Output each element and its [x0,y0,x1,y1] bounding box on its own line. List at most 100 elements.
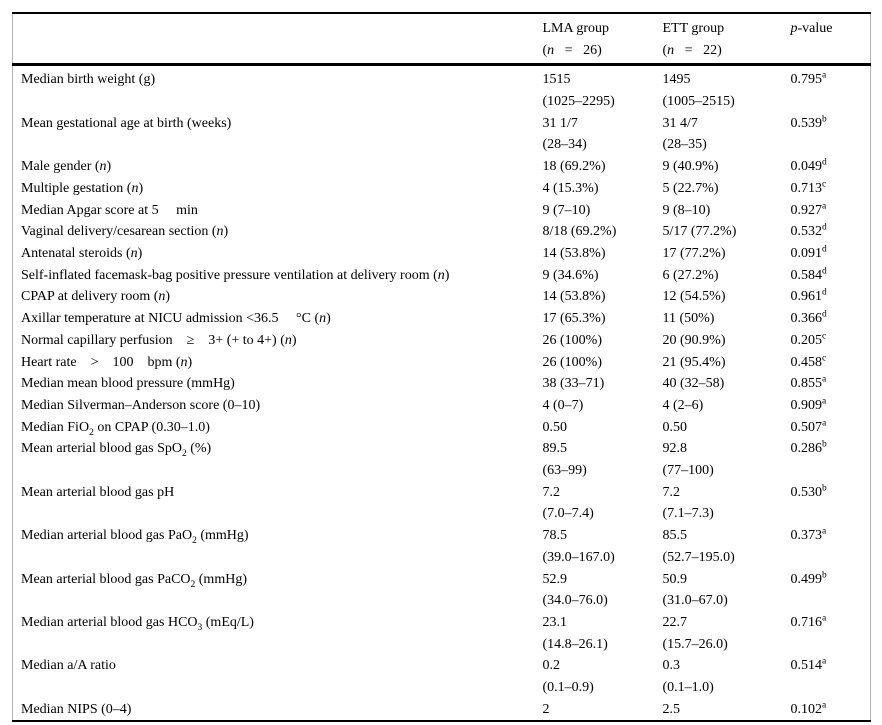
row-label: Median Apgar score at 5 min [21,202,198,218]
cell-lma-value: 7.2 (7.0–7.4) [543,482,663,525]
outcomes-comparison-table: LMA group (n = 26) ETT group (n = 22) p-valu… [12,12,871,723]
value-line: 9 (7–10) [542,202,591,218]
value-line: 20 (90.9%) [662,332,726,348]
table-row: Median mean blood pressure (mmHg) 38 (33–… [13,373,871,395]
value-line: 0.50 [542,419,568,435]
table-row: Median a/A ratio 0.2 (0.1–0.9) 0.3 (0.1–1.0)… [13,655,871,698]
cell-lma-value: 38 (33–71) [543,373,663,395]
row-label: Multiple gestation (n) [21,180,144,196]
row-label: Self-inflated facemask-bag positive pres… [21,267,450,283]
cell-lma-value: 26 (100%) [543,330,663,352]
value-line: 11 (50%) [662,311,715,327]
table-row: Self-inflated facemask-bag positive pres… [13,265,871,287]
cell-lma-value: 89.5 (63–99) [543,438,663,481]
cell-ett-value: 0.50 [663,417,791,439]
table-row: Mean arterial blood gas SpO2 (%) 89.5 (63–… [13,438,871,481]
cell-ett-value: 17 (77.2%) [663,243,791,265]
table-row: Male gender (n) 18 (69.2%) 9 (40.9%) 0.049d [13,156,871,178]
row-label: Median a/A ratio [21,658,116,674]
cell-p-value: 0.514a [790,656,827,674]
row-label: Mean arterial blood gas pH [21,484,175,500]
value-line: 2.5 [662,701,681,717]
cell-lma-value: 8/18 (69.2%) [543,221,663,243]
column-header-line: ETT group [662,21,725,36]
column-header-line: LMA group [542,21,610,36]
cell-lma-value: 9 (34.6%) [543,265,663,287]
cell-ett-value: 9 (40.9%) [663,156,791,178]
row-label: Heart rate > 100 bpm (n) [21,354,193,370]
cell-lma-value: 23.1 (14.8–26.1) [543,612,663,655]
value-line: 14 (53.8%) [542,246,606,261]
table-row: Multiple gestation (n) 4 (15.3%) 5 (22.7%)… [13,178,871,200]
cell-p-value: 0.286b [790,439,827,457]
value-line: 0.2 [542,658,561,674]
cell-lma-value: 1515 (1025–2295) [543,65,663,113]
cell-p-value: 0.795a [790,70,827,88]
cell-p-value: 0.499b [790,569,827,587]
cell-p-value: 0.205c [790,331,827,348]
value-line: (63–99) [542,463,587,479]
cell-lma-value: 2 [543,699,663,722]
value-line: (1005–2515) [662,94,735,110]
value-line: (0.1–0.9) [542,680,594,696]
cell-p-value: 0.532d [790,222,827,240]
value-line: 7.2 [542,484,561,500]
cell-ett-value: 0.3 (0.1–1.0) [663,655,791,698]
cell-ett-value: 1495 (1005–2515) [663,65,791,113]
cell-lma-value: 52.9 (34.0–76.0) [543,569,663,612]
value-line: 9 (40.9%) [662,159,719,175]
value-line: (39.0–167.0) [542,549,615,565]
value-line: 6 (27.2%) [662,267,719,283]
table-row: Median Apgar score at 5 min 9 (7–10) 9 (8–… [13,200,871,222]
cell-ett-value: 20 (90.9%) [663,330,791,352]
cell-lma-value: 9 (7–10) [543,200,663,222]
table-header: LMA group (n = 26) ETT group (n = 22) p-valu… [12,13,871,67]
row-label: Median Silverman–Anderson score (0–10) [21,397,261,413]
value-line: 1495 [662,72,691,88]
row-label: Median arterial blood gas PaO2 (mmHg) [21,528,249,546]
cell-p-value: 0.366d [790,309,827,327]
cell-lma-value: 26 (100%) [543,352,663,374]
column-header-lma: LMA group (n = 26) [542,13,663,67]
cell-ett-value: 4 (2–6) [663,395,791,417]
table-row: Mean gestational age at birth (weeks) 31 … [13,113,871,156]
value-line: 7.2 [662,484,681,500]
table-row: Median FiO2 on CPAP (0.30–1.0) 0.50 0.50 0.… [13,417,871,439]
row-label: Median NIPS (0–4) [21,701,132,717]
cell-p-value: 0.102a [790,700,827,717]
cell-lma-value: 14 (53.8%) [543,243,663,265]
value-line: 26 (100%) [542,354,603,370]
table-row: Mean arterial blood gas pH 7.2 (7.0–7.4) 7.… [13,482,871,525]
row-label: Normal capillary perfusion ≥ 3+ (+ to 4+… [21,332,297,348]
cell-p-value: 0.584d [790,266,827,283]
cell-p-value: 0.909a [790,396,827,413]
cell-p-value: 0.855a [790,374,827,392]
row-label: Median FiO2 on CPAP (0.30–1.0) [21,419,210,438]
value-line: (0.1–1.0) [662,680,714,696]
table-row: CPAP at delivery room (n) 14 (53.8%) 12 (5… [13,286,871,308]
cell-p-value: 0.091d [790,244,827,261]
value-line: (7.1–7.3) [662,506,714,522]
row-label: Axillar temperature at NICU admission <3… [21,311,331,327]
cell-lma-value: 17 (65.3%) [543,308,663,330]
cell-lma-value: 78.5 (39.0–167.0) [543,525,663,568]
row-label: Mean arterial blood gas SpO2 (%) [21,441,212,460]
cell-ett-value: 2.5 [663,699,791,722]
value-line: 4 (15.3%) [542,180,599,196]
cell-ett-value: 22.7 (15.7–26.0) [663,612,791,655]
table-row: Normal capillary perfusion ≥ 3+ (+ to 4+… [13,330,871,352]
cell-ett-value: 31 4/7 (28–35) [663,113,791,156]
value-line: 9 (34.6%) [542,267,599,283]
row-label: Mean arterial blood gas PaCO2 (mmHg) [21,571,247,590]
cell-ett-value: 12 (54.5%) [663,286,791,308]
value-line: 4 (0–7) [542,397,584,413]
value-line: 17 (77.2%) [662,246,726,261]
value-line: (15.7–26.0) [662,636,728,652]
table-row: Antenatal steroids (n) 14 (53.8%) 17 (77.2… [13,243,871,265]
value-line: 78.5 [542,528,568,544]
row-label: Median arterial blood gas HCO3 (mEq/L) [21,614,254,633]
value-line: (52.7–195.0) [662,549,735,565]
value-line: 0.3 [662,658,681,674]
value-line: (31.0–67.0) [662,593,728,609]
table-row: Median arterial blood gas PaO2 (mmHg) 78.… [13,525,871,568]
